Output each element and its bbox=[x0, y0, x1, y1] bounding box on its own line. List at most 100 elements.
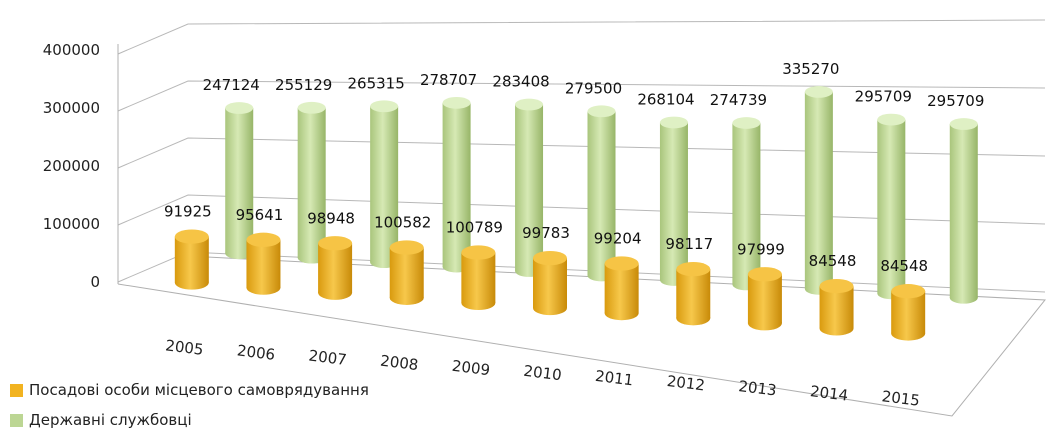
bar-body bbox=[246, 239, 281, 288]
bar-cylinder bbox=[174, 229, 209, 290]
bar-cylinder bbox=[604, 256, 639, 321]
data-label-local-officials: 91925 bbox=[164, 203, 212, 221]
bar-cylinder bbox=[225, 102, 254, 260]
bar-cylinder bbox=[246, 232, 281, 295]
bar-body bbox=[676, 269, 711, 319]
data-label-local-officials: 98117 bbox=[665, 235, 713, 253]
x-tick-label: 2015 bbox=[881, 387, 921, 410]
bar-top bbox=[747, 267, 782, 282]
bar-top bbox=[877, 113, 906, 126]
bar-top bbox=[732, 117, 761, 129]
bar-body bbox=[442, 102, 471, 267]
y-tick-label: 200000 bbox=[43, 157, 100, 175]
bar-cylinder bbox=[515, 98, 544, 277]
legend-swatch-government-servants bbox=[10, 413, 23, 427]
bar-body bbox=[318, 243, 353, 293]
bar-body bbox=[804, 91, 833, 289]
gridline bbox=[117, 137, 1046, 169]
bar-body bbox=[659, 122, 688, 280]
legend-item-local-officials: Посадові особи місцевого самоврядування bbox=[10, 378, 369, 402]
bar-top bbox=[389, 240, 424, 255]
data-label-local-officials: 99783 bbox=[522, 224, 570, 242]
bar-body bbox=[747, 274, 782, 324]
bar-top bbox=[949, 118, 978, 130]
bar-cylinder bbox=[533, 250, 567, 316]
bar-body bbox=[877, 119, 906, 294]
bar-top bbox=[461, 245, 496, 260]
bar-top bbox=[659, 116, 688, 129]
x-tick-label: 2011 bbox=[594, 367, 634, 390]
data-label-local-officials: 95641 bbox=[236, 206, 284, 224]
bar-body bbox=[174, 236, 209, 283]
data-label-government-servants: 295709 bbox=[927, 92, 984, 110]
bar-cylinder bbox=[297, 101, 326, 264]
bar-body bbox=[225, 108, 254, 254]
bar-body bbox=[389, 247, 424, 298]
gridline bbox=[117, 80, 1046, 112]
bar-body bbox=[461, 252, 496, 303]
data-label-local-officials: 97999 bbox=[737, 240, 785, 258]
bar-cylinder bbox=[659, 116, 688, 286]
data-label-government-servants: 278707 bbox=[420, 71, 477, 89]
y-tick-label: 100000 bbox=[43, 215, 100, 233]
bar-cylinder bbox=[461, 245, 496, 311]
bar-top bbox=[246, 232, 281, 247]
bar-top bbox=[819, 278, 854, 294]
data-label-government-servants: 274739 bbox=[710, 91, 767, 109]
data-label-government-servants: 255129 bbox=[275, 76, 332, 94]
data-label-local-officials: 100582 bbox=[374, 214, 431, 232]
series-local-officials bbox=[174, 229, 926, 341]
legend-item-government-servants: Державні службовці bbox=[10, 408, 369, 432]
bar-body bbox=[732, 122, 761, 285]
bar-body bbox=[515, 104, 544, 272]
bar-top bbox=[318, 236, 353, 251]
bar-top bbox=[587, 105, 616, 118]
data-label-local-officials: 84548 bbox=[880, 257, 928, 275]
bar-cylinder bbox=[891, 284, 926, 341]
x-tick-label: 2012 bbox=[666, 372, 706, 395]
bar-top bbox=[676, 261, 711, 277]
data-label-government-servants: 268104 bbox=[637, 90, 694, 108]
bar-cylinder bbox=[747, 267, 782, 331]
x-tick-label: 2009 bbox=[451, 357, 491, 380]
bar-top bbox=[370, 100, 399, 113]
bar-top bbox=[604, 256, 639, 271]
legend-swatch-local-officials bbox=[10, 383, 23, 397]
x-tick-label: 2005 bbox=[164, 336, 204, 359]
bar-cylinder bbox=[676, 261, 711, 326]
bar-cylinder bbox=[877, 113, 906, 300]
bar-body bbox=[587, 111, 616, 276]
bar-cylinder bbox=[389, 240, 424, 305]
x-tick-label: 2013 bbox=[737, 377, 777, 400]
y-tick-label: 0 bbox=[90, 273, 100, 291]
data-label-local-officials: 99204 bbox=[594, 229, 642, 247]
bar-cylinder bbox=[732, 117, 761, 291]
data-label-government-servants: 283408 bbox=[492, 73, 549, 91]
bar-body bbox=[370, 106, 399, 263]
bar-body bbox=[533, 258, 567, 308]
legend-label-government-servants: Державні службовці bbox=[29, 411, 192, 429]
x-tick-label: 2006 bbox=[236, 341, 276, 364]
bar-top bbox=[442, 96, 471, 109]
bar-body bbox=[949, 124, 978, 298]
data-labels: 247124 91925 255129 95641 265315 98948 278707 1… bbox=[164, 60, 984, 275]
bar-top bbox=[515, 98, 544, 111]
data-label-government-servants: 247124 bbox=[203, 76, 260, 94]
bar-cylinder bbox=[442, 96, 471, 273]
bar-body bbox=[297, 107, 326, 258]
data-label-government-servants: 295709 bbox=[855, 88, 912, 106]
bar-top bbox=[533, 250, 567, 266]
data-label-government-servants: 335270 bbox=[782, 60, 839, 78]
data-label-local-officials: 84548 bbox=[809, 252, 857, 270]
x-tick-label: 2014 bbox=[809, 382, 849, 405]
legend: Посадові особи місцевого самоврядування … bbox=[10, 378, 369, 438]
x-tick-label: 2007 bbox=[308, 347, 348, 370]
data-label-local-officials: 100789 bbox=[446, 219, 503, 237]
data-label-government-servants: 265315 bbox=[348, 74, 405, 92]
data-label-local-officials: 98948 bbox=[307, 209, 355, 227]
x-tick-label: 2008 bbox=[379, 352, 419, 375]
legend-label-local-officials: Посадові особи місцевого самоврядування bbox=[29, 381, 369, 399]
bar-top bbox=[804, 86, 833, 98]
x-axis-tick-labels: 2005 2006 2007 2008 2009 2010 2011 2012 2013 2014… bbox=[164, 336, 920, 409]
